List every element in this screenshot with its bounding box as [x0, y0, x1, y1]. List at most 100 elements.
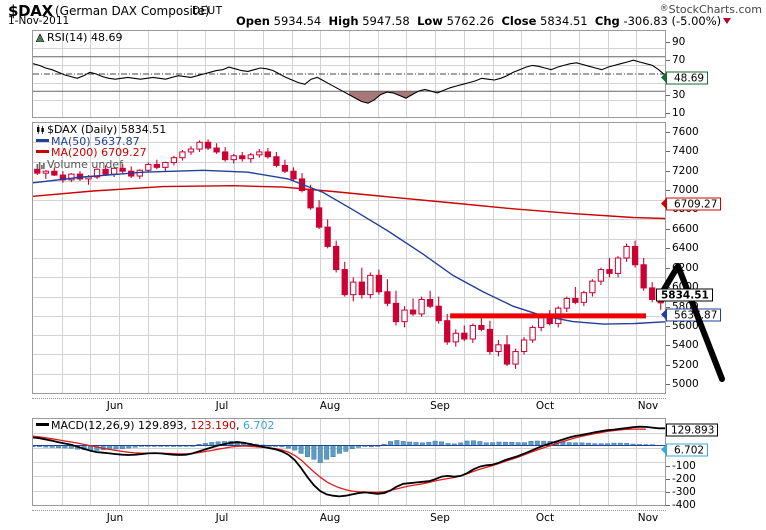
xlabel-bottom-jun: Jun — [106, 512, 124, 524]
rsi-tick-90: 90 — [672, 36, 686, 48]
macd-legend-signal: 123.190 — [190, 419, 237, 432]
price-tick-6400: 6400 — [672, 242, 699, 255]
xlabel-oct: Oct — [535, 400, 555, 412]
ma200-line — [33, 184, 665, 220]
macd-tick-n100: -100 — [672, 460, 696, 472]
ma200-swatch-icon — [36, 150, 49, 153]
macd-swatch-icon — [36, 423, 49, 426]
price-tick-5000: 5000 — [672, 378, 699, 391]
close-value: 5834.51 — [540, 14, 588, 28]
rsi-plot — [33, 31, 665, 117]
xaxis-divider-bottom — [32, 510, 666, 511]
rsi-tick-10: 10 — [672, 107, 686, 119]
chg-label: Chg — [594, 14, 620, 28]
price-tick-6600: 6600 — [672, 222, 699, 235]
xlabel-bottom-aug: Aug — [319, 512, 341, 524]
rsi-icon — [35, 33, 45, 43]
symbol-name: (German DAX Composite) — [55, 4, 210, 18]
macd-hist-value-flag: 6.702 — [660, 443, 709, 457]
candlestick-icon — [36, 125, 45, 134]
price-legend-volume-line: Volume undef — [36, 157, 166, 171]
macd-panel: MACD(12,26,9) 129.893, 123.190, 6.702 — [32, 418, 666, 506]
rsi-svg — [33, 31, 665, 117]
xaxis-labels-main: Jun Jul Aug Sep Oct Nov — [0, 400, 766, 414]
rsi-legend-text: RSI(14) 48.69 — [47, 31, 123, 44]
rsi-axis: 90 70 30 10 — [666, 30, 726, 119]
xlabel-bottom-oct: Oct — [535, 512, 555, 524]
stockcharts-credit: ®StockCharts.com — [659, 3, 762, 16]
rsi-value-flag: 48.69 — [660, 71, 709, 85]
price-legend-ma50: MA(50) 5637.87 — [51, 134, 140, 148]
ma200-value-flag: 6709.27 — [660, 197, 722, 211]
price-tick-5400: 5400 — [672, 339, 699, 352]
price-axis: 7600740072007000680066006400620060005800… — [666, 122, 726, 394]
rsi-tick-30: 30 — [672, 89, 686, 101]
xlabel-bottom-nov: Nov — [637, 512, 659, 524]
price-legend-ma200-line: MA(200) 6709.27 — [36, 147, 166, 159]
macd-legend-value: 129.893 — [138, 419, 184, 432]
xlabel-nov: Nov — [637, 400, 659, 412]
macd-tick-n300: -300 — [672, 486, 696, 498]
price-plot — [33, 123, 665, 393]
price-tick-6200: 6200 — [672, 261, 699, 274]
macd-svg — [33, 419, 665, 505]
macd-legend: MACD(12,26,9) 129.893, 123.190, 6.702 — [36, 420, 275, 432]
ohlc-quote-bar: Open 5934.54 High 5947.58 Low 5762.26 Cl… — [236, 14, 732, 28]
macd-tick-n200: -200 — [672, 473, 696, 485]
rsi-line — [33, 59, 665, 104]
ma50-line — [33, 169, 665, 325]
chg-value: -306.83 (-5.00%) — [623, 14, 722, 28]
macd-signal-line — [33, 428, 646, 493]
low-label: Low — [417, 14, 443, 28]
xlabel-bottom-sep: Sep — [430, 512, 450, 524]
volume-bars-icon — [36, 160, 45, 169]
xlabel-jul: Jul — [215, 400, 229, 412]
price-legend-main: $DAX (Daily) 5834.51 — [47, 123, 167, 136]
ma50-swatch-icon — [36, 138, 49, 142]
xaxis-labels-bottom: Jun Jul Aug Sep Oct Nov — [0, 512, 766, 526]
price-tick-7600: 7600 — [672, 125, 699, 138]
price-svg — [33, 123, 665, 393]
price-panel: $DAX (Daily) 5834.51 MA(50) 5637.87 MA(2… — [32, 122, 666, 394]
price-tick-7400: 7400 — [672, 145, 699, 158]
macd-plot — [33, 419, 665, 505]
candlestick-series — [34, 139, 664, 369]
macd-value-flag: 129.893 — [666, 423, 719, 437]
price-legend-main-line: $DAX (Daily) 5834.51 — [36, 124, 166, 136]
price-tick-7200: 7200 — [672, 164, 699, 177]
price-legend: $DAX (Daily) 5834.51 MA(50) 5637.87 MA(2… — [36, 124, 166, 170]
close-value-flag: 5834.51 — [656, 288, 713, 302]
xlabel-jun: Jun — [106, 400, 124, 412]
ma50-value-flag: 5637.87 — [660, 308, 722, 322]
xaxis-divider-top — [32, 398, 666, 399]
rsi-tick-70: 70 — [672, 54, 686, 66]
open-value: 5934.54 — [273, 14, 322, 28]
high-label: High — [328, 14, 359, 28]
quote-date: 1-Nov-2011 — [8, 15, 70, 27]
price-legend-volume: Volume undef — [47, 157, 123, 171]
xlabel-sep: Sep — [430, 400, 450, 412]
price-tick-5200: 5200 — [672, 358, 699, 371]
rsi-panel: RSI(14) 48.69 — [32, 30, 666, 118]
symbol-ticker: $DAX — [8, 2, 53, 20]
macd-legend-hist: 6.702 — [243, 419, 275, 432]
price-legend-ma200: MA(200) 6709.27 — [51, 146, 147, 159]
price-legend-ma50-line: MA(50) 5637.87 — [36, 134, 166, 148]
rsi-legend: RSI(14) 48.69 — [35, 31, 123, 44]
down-triangle-icon — [723, 18, 732, 24]
price-tick-7000: 7000 — [672, 184, 699, 196]
exchange-code: DEUT — [192, 5, 223, 17]
xlabel-bottom-jul: Jul — [215, 512, 229, 524]
high-value: 5947.58 — [362, 14, 410, 28]
macd-line — [33, 425, 665, 498]
macd-axis: -100 -200 -300 -400 — [666, 418, 726, 511]
open-label: Open — [236, 14, 270, 28]
registered-icon: ® — [659, 4, 669, 14]
xlabel-aug: Aug — [319, 400, 341, 412]
low-value: 5762.26 — [446, 14, 495, 28]
price-gridlines — [33, 123, 665, 393]
macd-tick-n400: -400 — [672, 499, 696, 511]
chart-header: $DAX (German DAX Composite) DEUT 1-Nov-2… — [0, 0, 766, 28]
macd-legend-name: MACD(12,26,9) — [51, 419, 135, 432]
